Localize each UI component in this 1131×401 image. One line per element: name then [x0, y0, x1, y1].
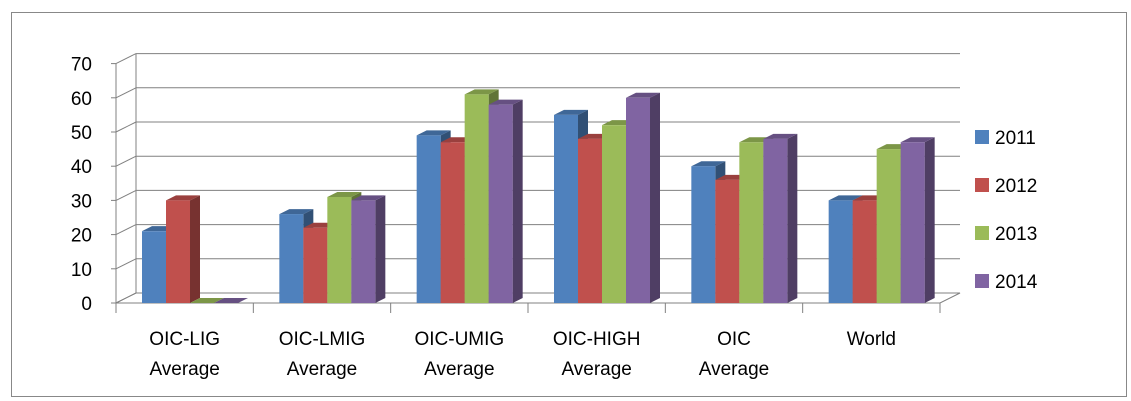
bar [464, 94, 489, 303]
y-tick-label: 10 [71, 260, 92, 281]
axis-labels: 0 10 20 30 40 50 60 70 OIC-LIG Average OIC-LMIG Ave… [71, 55, 896, 380]
bar-top [828, 195, 863, 201]
bar-top [166, 195, 200, 201]
bar [578, 138, 602, 303]
bar-top [900, 137, 935, 143]
y-tick-label: 30 [71, 191, 92, 212]
bar [852, 200, 877, 303]
bar-top [464, 89, 499, 95]
x-tick-label: Average [287, 359, 357, 380]
bar [488, 104, 513, 303]
bar [351, 200, 376, 303]
x-tick-label: OIC [717, 329, 751, 350]
y-tick-label: 0 [81, 294, 92, 315]
y-tick-label: 60 [71, 89, 92, 110]
bar-top [190, 298, 224, 303]
bar [416, 135, 441, 303]
bar [303, 227, 328, 303]
bar [715, 179, 740, 303]
bar-top [351, 195, 386, 201]
y-tick-label: 70 [71, 55, 92, 76]
y-tick-label: 50 [71, 123, 92, 144]
gridline-depth [115, 53, 137, 65]
gridline-depth [115, 189, 137, 201]
bar-side [924, 137, 935, 303]
bar-side [190, 195, 200, 303]
bar-top [214, 298, 248, 303]
bar-side [787, 133, 798, 303]
bar [876, 149, 901, 303]
bar [142, 231, 166, 303]
bar [554, 114, 578, 304]
bar [626, 97, 650, 303]
bar [602, 125, 626, 303]
bar [279, 214, 304, 303]
bar [440, 142, 465, 303]
x-tick-label: Average [699, 359, 769, 380]
legend-label: 2012 [995, 176, 1037, 197]
bar-top [488, 99, 523, 105]
legend-swatch [975, 226, 989, 240]
bar [900, 142, 925, 303]
x-tick-label: World [847, 329, 896, 350]
bar-top [279, 209, 314, 215]
legend-label: 2013 [995, 224, 1037, 245]
bar-top [554, 109, 588, 115]
bar-top [763, 133, 798, 139]
x-tick-label: OIC-LIG [149, 329, 220, 350]
bar-side [650, 92, 660, 303]
legend-label: 2014 [995, 272, 1038, 293]
gridline-depth [115, 155, 137, 167]
gridline-depth [115, 87, 137, 99]
x-tick-label: Average [149, 359, 219, 380]
bar-top [691, 161, 726, 167]
gridline-depth [115, 224, 137, 236]
gridline-depth [115, 258, 137, 270]
bars [142, 89, 935, 304]
gridline-depth [115, 121, 137, 133]
bar [828, 200, 853, 303]
legend-swatch [975, 130, 989, 144]
bar [763, 138, 788, 303]
bar-side [512, 99, 523, 303]
bar [166, 200, 190, 303]
axes [111, 53, 961, 313]
bar-top [327, 191, 362, 197]
x-tick-label: Average [424, 359, 494, 380]
legend: 2011 2012 2013 2014 [975, 128, 1038, 293]
bar [739, 142, 764, 303]
bar-side [375, 195, 386, 303]
legend-swatch [975, 178, 989, 192]
bar [327, 196, 352, 303]
x-tick-label: OIC-UMIG [414, 329, 504, 350]
y-tick-label: 40 [71, 157, 92, 178]
bar [691, 166, 716, 303]
bar-top [416, 130, 451, 136]
x-tick-label: Average [561, 359, 631, 380]
legend-swatch [975, 274, 989, 288]
bar-top [626, 92, 660, 98]
x-tick-label: OIC-LMIG [279, 329, 366, 350]
legend-label: 2011 [995, 128, 1036, 149]
y-tick-label: 20 [71, 226, 92, 247]
x-tick-label: OIC-HIGH [553, 329, 641, 350]
